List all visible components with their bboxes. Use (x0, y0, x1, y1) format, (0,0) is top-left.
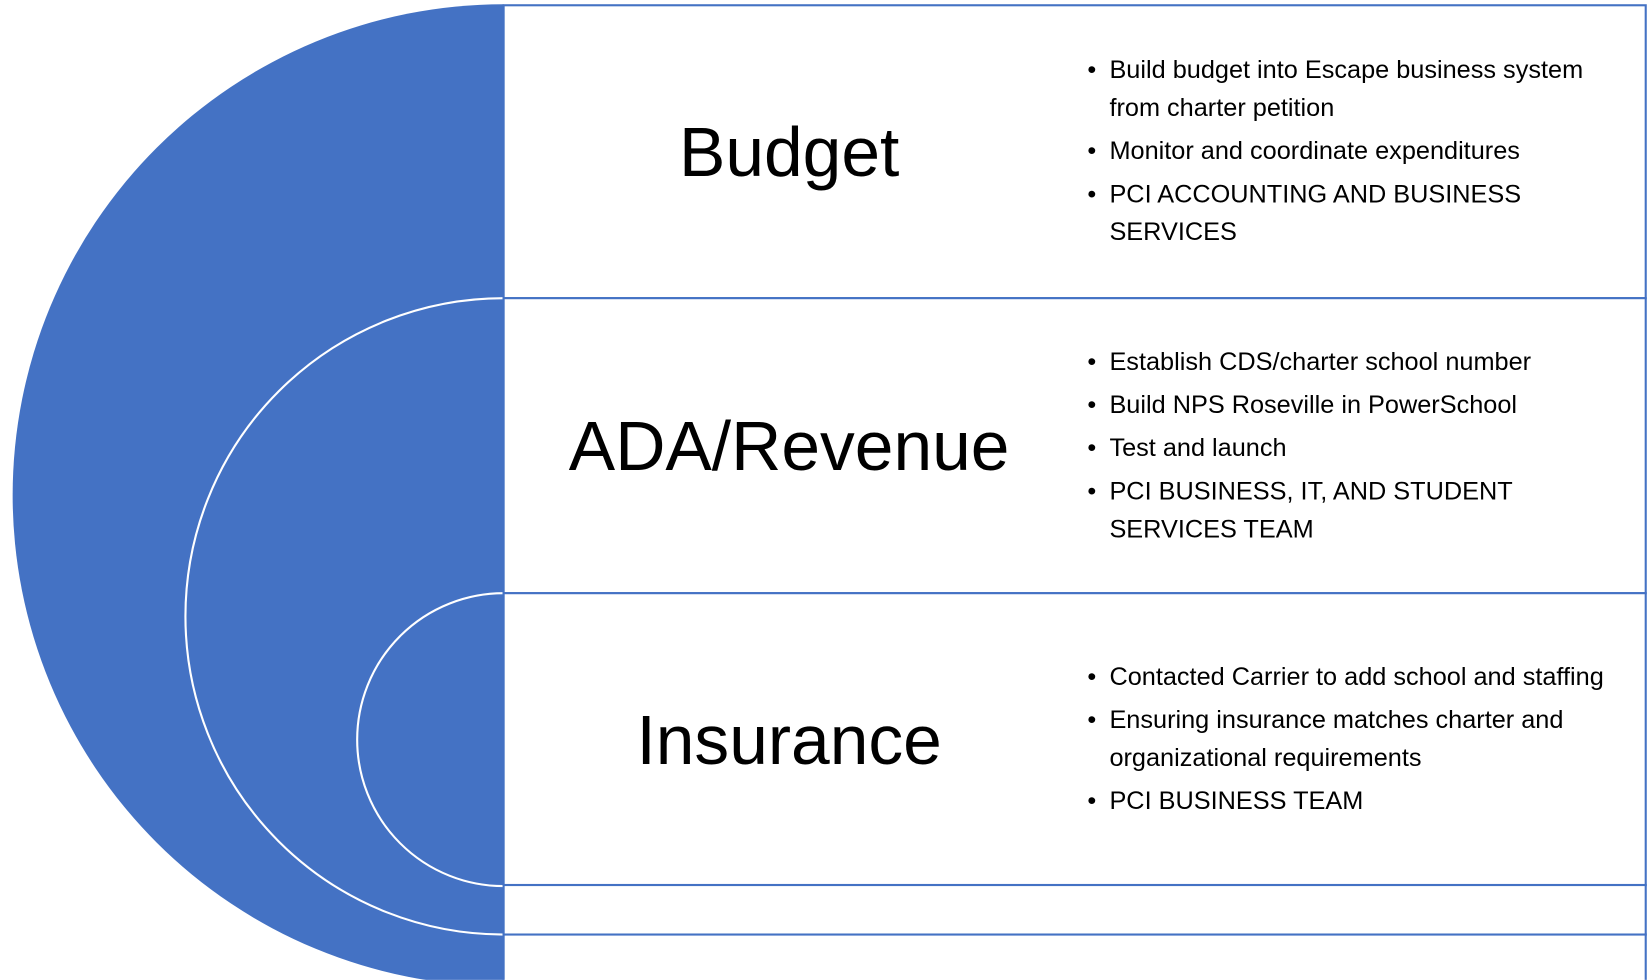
box (502, 933, 1647, 980)
bullet: Test and launch (1087, 429, 1626, 467)
row-title: Budget (678, 112, 900, 191)
bullet: Build budget into Escape business system… (1087, 52, 1626, 128)
bullet: Establish CDS/charter school number (1087, 343, 1626, 381)
inner-arc (356, 592, 504, 888)
bullet: PCI ACCOUNTING AND BUSINESS SERVICES (1087, 176, 1626, 252)
row: Insurance Contacted Carrier to add school… (504, 593, 1646, 885)
row-title: ADA/Revenue (568, 406, 1010, 485)
bullet-list: Build budget into Escape business system… (1087, 46, 1626, 257)
row-title: Insurance (636, 700, 942, 779)
bullet: Contacted Carrier to add school and staf… (1087, 658, 1626, 696)
box (502, 883, 1647, 936)
bullet: PCI BUSINESS TEAM (1087, 782, 1626, 820)
middle-arc (184, 297, 504, 936)
row: Budget Build budget into Escape business … (504, 5, 1646, 298)
bullet: PCI BUSINESS, IT, AND STUDENT SERVICES T… (1087, 473, 1626, 549)
bullet-list: Contacted Carrier to add school and staf… (1087, 653, 1626, 826)
outer-arc (12, 4, 504, 980)
bullet: Build NPS Roseville in PowerSchool (1087, 386, 1626, 424)
bullet: Monitor and coordinate expenditures (1087, 133, 1626, 171)
bullet: Ensuring insurance matches charter and o… (1087, 701, 1626, 777)
bullet-list: Establish CDS/charter school number Build… (1087, 338, 1626, 554)
row: ADA/Revenue Establish CDS/charter school … (504, 298, 1646, 593)
